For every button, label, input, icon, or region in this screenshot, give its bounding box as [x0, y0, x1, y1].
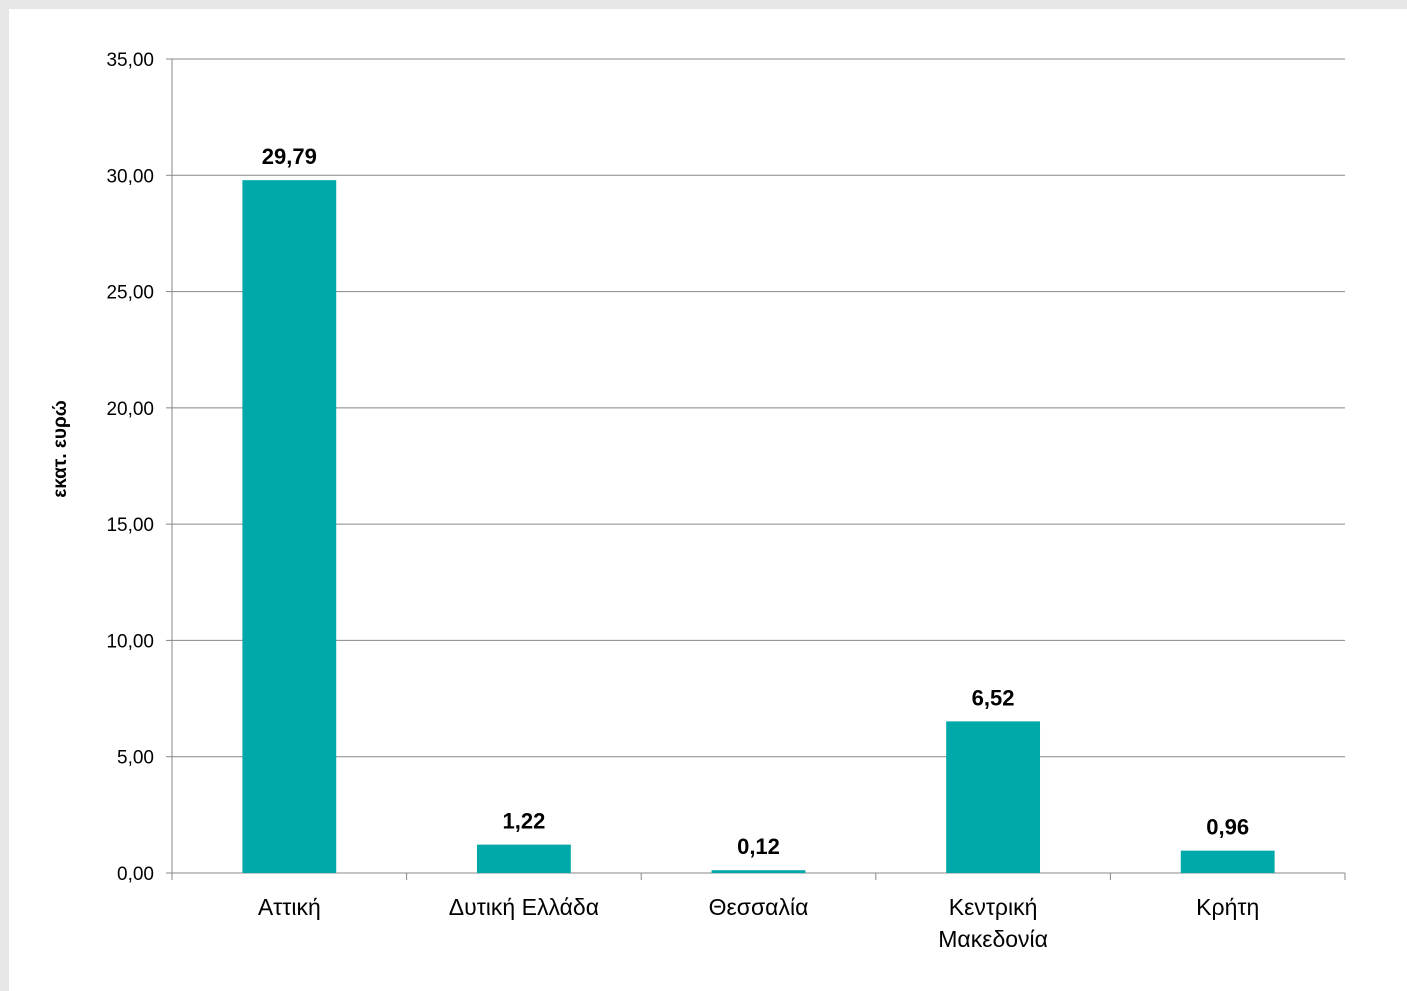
x-category-label: Δυτική Ελλάδα	[449, 894, 599, 920]
bar	[711, 870, 806, 873]
chart-frame	[9, 9, 1407, 991]
bar	[946, 721, 1041, 873]
x-category-label: Κρήτη	[1196, 894, 1259, 920]
data-label: 0,12	[737, 834, 780, 859]
gridlines	[172, 58, 1345, 758]
x-category-label: Θεσσαλία	[709, 894, 809, 920]
y-axis-title: εκατ. ευρώ	[50, 400, 71, 498]
y-tick-label: 5,00	[117, 748, 154, 769]
y-tick-label: 30,00	[106, 166, 154, 187]
y-tick-label: 0,00	[117, 864, 154, 885]
y-tick-label: 10,00	[106, 631, 154, 652]
data-label: 6,52	[972, 685, 1015, 710]
y-tick-label: 35,00	[106, 50, 154, 71]
x-category-label: Μακεδονία	[938, 926, 1048, 952]
data-label: 0,96	[1206, 815, 1249, 840]
data-label: 1,22	[502, 809, 545, 834]
bar	[1180, 850, 1275, 873]
labels: 0,00 5,00 10,00 15,00 20,00 25,00 30,00 35,00 29…	[106, 50, 1259, 952]
y-tick-label: 20,00	[106, 399, 154, 420]
data-label: 29,79	[262, 144, 317, 169]
x-category-label: Κεντρική	[949, 894, 1038, 920]
x-category-label: Αττική	[258, 894, 321, 920]
y-tick-label: 15,00	[106, 515, 154, 536]
bar	[242, 180, 337, 874]
bars	[242, 180, 1275, 874]
y-tick-label: 25,00	[106, 283, 154, 304]
bar	[476, 844, 571, 873]
